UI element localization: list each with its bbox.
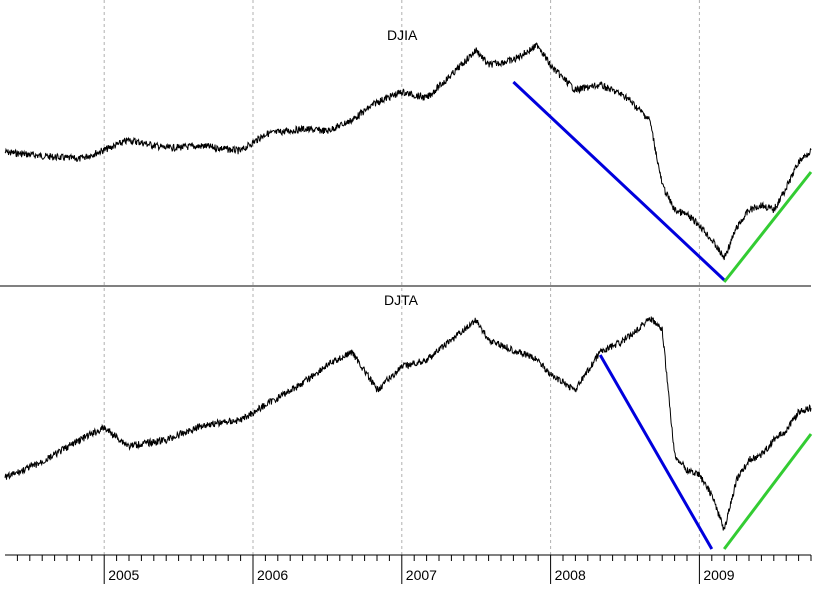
trendline-layer: [512, 80, 813, 550]
djia-downtrend-line: [512, 80, 726, 282]
year-gridlines: [103, 0, 700, 555]
djta-title: DJTA: [384, 292, 419, 308]
x-tick-label-2008: 2008: [555, 567, 586, 583]
x-axis: [5, 554, 812, 584]
x-tick-label-2009: 2009: [703, 567, 734, 583]
x-tick-label-2005: 2005: [108, 567, 139, 583]
djia-series-line: [4, 42, 812, 261]
djta-series-line: [4, 316, 812, 531]
djta-downtrend-line: [598, 354, 714, 550]
series-layer: [4, 42, 812, 531]
x-tick-label-2007: 2007: [406, 567, 437, 583]
djta-uptrend-line: [723, 433, 813, 550]
djia-title: DJIA: [387, 27, 418, 43]
x-tick-label-2006: 2006: [257, 567, 288, 583]
x-tick-labels: 2005 2006 2007 2008 2009: [108, 567, 735, 583]
djia-uptrend-line: [723, 171, 813, 283]
